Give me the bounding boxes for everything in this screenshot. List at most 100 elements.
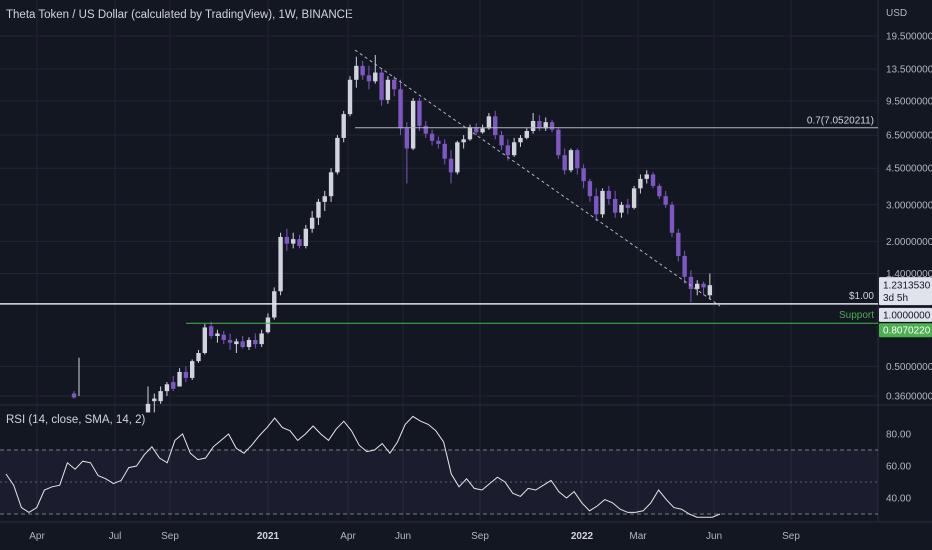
candle-body <box>638 178 643 189</box>
candle-body <box>189 361 195 378</box>
candle-body <box>246 339 252 347</box>
candle <box>448 150 454 184</box>
candle-layer <box>71 54 713 413</box>
candle-body <box>594 196 599 215</box>
candle <box>234 338 239 353</box>
candle-body <box>676 232 681 257</box>
x-tick-label: Sep <box>782 531 800 542</box>
candle <box>625 198 630 215</box>
candle <box>682 250 687 284</box>
candle-body <box>429 133 435 141</box>
candle <box>152 393 157 413</box>
candle <box>183 366 189 383</box>
candle-body <box>467 127 473 140</box>
candle <box>461 135 466 149</box>
candle <box>480 124 485 134</box>
x-tick-label: 2022 <box>571 531 594 542</box>
rsi-line <box>5 415 721 518</box>
candle <box>164 382 170 396</box>
candle <box>436 136 441 149</box>
candle-body <box>631 188 637 208</box>
y-tick-label: 9.5000000 <box>886 96 932 107</box>
candle <box>543 117 548 132</box>
trendline <box>354 49 721 307</box>
candle <box>455 140 460 175</box>
candle <box>322 190 327 212</box>
candle <box>410 98 416 151</box>
candle <box>221 331 226 345</box>
candle-body <box>493 116 498 136</box>
candle-body <box>587 181 593 197</box>
candle-body <box>398 89 403 129</box>
candle-body <box>537 120 542 129</box>
candle <box>530 113 536 134</box>
candle <box>347 76 353 117</box>
candle-body <box>379 72 384 100</box>
candle <box>278 232 283 296</box>
candle <box>398 79 403 136</box>
candle-body <box>650 174 656 186</box>
candle-body <box>606 190 612 199</box>
candle <box>695 280 700 296</box>
candle-body <box>297 239 302 246</box>
candle-body <box>71 393 77 398</box>
candle-body <box>417 100 422 126</box>
y-tick-label: 2.0000000 <box>886 237 932 248</box>
candle <box>669 201 675 237</box>
candle <box>663 190 668 208</box>
candle <box>208 321 214 339</box>
candle-body <box>177 371 182 387</box>
candle-body <box>455 142 460 173</box>
candle-body <box>486 116 492 129</box>
candle <box>259 329 264 347</box>
candle <box>227 333 233 350</box>
candle <box>417 98 422 132</box>
x-tick-label: Mar <box>629 531 647 542</box>
candle <box>518 135 523 147</box>
candle <box>335 135 340 175</box>
candle <box>177 368 182 387</box>
candle-body <box>341 114 346 138</box>
candle <box>511 137 517 157</box>
candle-body <box>518 137 523 143</box>
candle-body <box>278 236 283 292</box>
current-price-tag-bg <box>879 277 932 306</box>
candle-body <box>499 135 504 146</box>
candle <box>688 270 694 303</box>
candle-body <box>575 150 580 169</box>
candle <box>423 120 428 138</box>
candle-body <box>284 236 290 244</box>
candle <box>606 185 612 205</box>
candle-body <box>328 172 334 197</box>
candle <box>354 56 359 88</box>
candle-body <box>303 228 309 246</box>
candle <box>404 122 410 184</box>
grid-layer <box>0 0 932 523</box>
x-tick-label: Apr <box>340 531 356 542</box>
countdown-label: 3d 5h <box>883 293 908 304</box>
candle <box>71 357 80 399</box>
candle <box>575 148 580 175</box>
rsi-tick-label: 80.00 <box>886 430 911 441</box>
support-level-tag-bg <box>879 323 932 338</box>
candle-body <box>568 150 574 171</box>
candle <box>202 323 208 355</box>
candle <box>316 198 321 225</box>
candle-body <box>600 190 605 215</box>
candle-body <box>158 391 163 402</box>
dollar-line-label: $1.00 <box>849 291 874 302</box>
candle <box>196 349 201 363</box>
candle-body <box>480 128 485 133</box>
candle-body <box>448 158 454 173</box>
candle <box>303 224 309 249</box>
candle-body <box>360 65 365 76</box>
candle <box>594 188 599 222</box>
x-tick-label: Jun <box>706 531 722 542</box>
candle-body <box>423 125 428 134</box>
candle-body <box>688 276 694 289</box>
candle-body <box>701 283 706 288</box>
candle-body <box>183 371 189 378</box>
candle-body <box>354 65 359 80</box>
rsi-tick-label: 60.00 <box>886 462 911 473</box>
